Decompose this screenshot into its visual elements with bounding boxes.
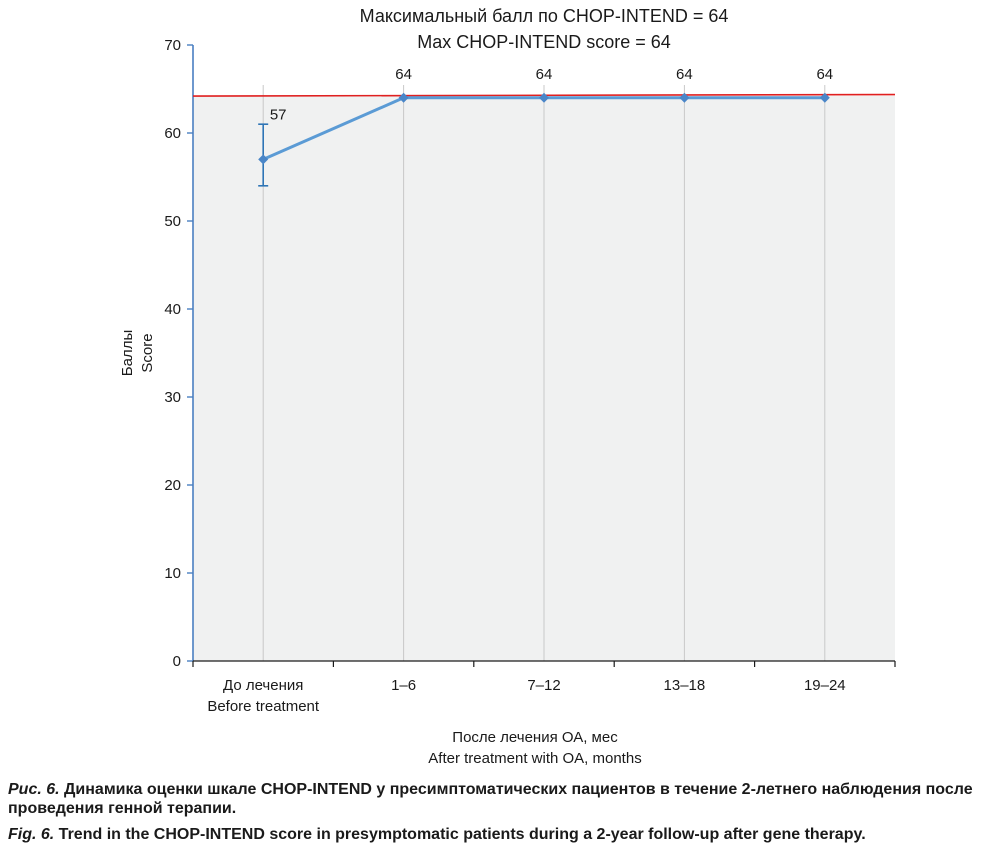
chart-title: Max CHOP-INTEND score = 64 bbox=[417, 32, 671, 52]
y-axis-label: Score bbox=[139, 333, 156, 372]
y-tick-label: 0 bbox=[173, 653, 181, 670]
y-tick-label: 10 bbox=[164, 565, 181, 582]
x-tick-label: 1–6 bbox=[391, 677, 416, 694]
data-label: 57 bbox=[270, 106, 287, 123]
data-point bbox=[819, 92, 830, 103]
chart-title: Максимальный балл по CHOP-INTEND = 64 bbox=[360, 6, 729, 26]
data-label: 64 bbox=[816, 66, 833, 83]
y-tick-label: 40 bbox=[164, 301, 181, 318]
x-tick-label: 13–18 bbox=[664, 677, 706, 694]
figure-caption-russian: Рис. 6. Динамика оценки шкале CHOP-INTEN… bbox=[8, 780, 998, 818]
data-label: 64 bbox=[676, 66, 693, 83]
x-axis-label: After treatment with OA, months bbox=[428, 750, 641, 767]
y-tick-label: 20 bbox=[164, 477, 181, 494]
data-point bbox=[258, 154, 269, 165]
y-tick-label: 30 bbox=[164, 389, 181, 406]
data-label: 64 bbox=[536, 66, 553, 83]
caption-en-label: Fig. 6. bbox=[8, 826, 55, 843]
x-tick-label: Before treatment bbox=[207, 698, 320, 715]
data-label: 64 bbox=[395, 66, 412, 83]
data-point bbox=[398, 92, 409, 103]
caption-en-text: Trend in the CHOP-INTEND score in presym… bbox=[54, 826, 866, 843]
data-point bbox=[539, 92, 549, 103]
caption-ru-text: Динамика оценки шкале CHOP-INTEND у прес… bbox=[8, 781, 973, 817]
x-axis-label: После лечения ОА, мес bbox=[452, 729, 618, 746]
x-tick-label: 7–12 bbox=[527, 677, 560, 694]
figure-caption-english: Fig. 6. Trend in the CHOP-INTEND score i… bbox=[8, 825, 998, 844]
caption-ru-label: Рис. 6. bbox=[8, 781, 60, 798]
y-tick-label: 60 bbox=[164, 125, 181, 142]
data-point bbox=[679, 92, 690, 103]
chop-intend-chart: 0 10 20 30 40 50 60 70 До лечения Before treatmen… bbox=[119, 6, 896, 767]
x-tick-label: До лечения bbox=[223, 677, 303, 694]
y-tick-label: 50 bbox=[164, 213, 181, 230]
y-axis-label: Баллы bbox=[119, 330, 136, 376]
y-tick-label: 70 bbox=[164, 37, 181, 54]
x-tick-label: 19–24 bbox=[804, 677, 846, 694]
